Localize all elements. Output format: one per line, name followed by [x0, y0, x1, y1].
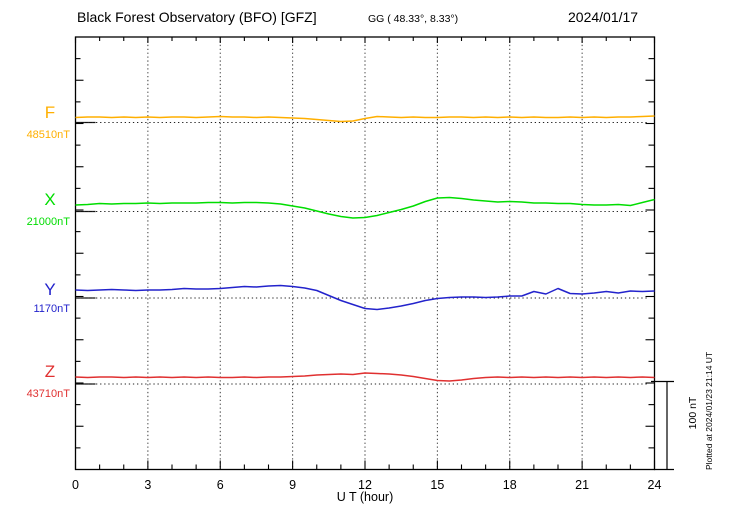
plot-coordinates: GG ( 48.33°, 8.33°): [368, 13, 459, 25]
scale-bar-label: 100 nT: [687, 396, 699, 430]
trace-X: [75, 196, 655, 219]
x-tick-label-15: 15: [430, 478, 444, 492]
trace-F: [75, 115, 655, 123]
x-tick-label-6: 6: [217, 478, 224, 492]
x-tick-label-18: 18: [503, 478, 517, 492]
series-baseline-x: 21000nT: [26, 216, 70, 228]
series-label-x: X: [44, 190, 56, 209]
series-baseline-y: 1170nT: [33, 303, 71, 315]
x-tick-label-0: 0: [72, 478, 79, 492]
x-tick-label-12: 12: [358, 478, 372, 492]
x-tick-label-9: 9: [289, 478, 296, 492]
plot-title: Black Forest Observatory (BFO) [GFZ]: [77, 9, 317, 25]
trace-Z: [75, 372, 655, 382]
series-baseline-f: 48510nT: [26, 129, 70, 141]
series-label-z: Z: [44, 362, 56, 381]
series-label-y: Y: [44, 280, 56, 299]
x-tick-label-24: 24: [648, 478, 662, 492]
plot-date: 2024/01/17: [568, 9, 639, 25]
x-tick-label-21: 21: [575, 478, 589, 492]
trace-Y: [75, 284, 655, 311]
x-tick-label-3: 3: [144, 478, 151, 492]
plotted-at-watermark: Plotted at 2024/01/23 21:14 UT: [704, 351, 714, 470]
series-label-f: F: [44, 103, 56, 122]
x-axis-label: U T (hour): [336, 490, 394, 504]
series-baseline-z: 43710nT: [26, 388, 70, 400]
